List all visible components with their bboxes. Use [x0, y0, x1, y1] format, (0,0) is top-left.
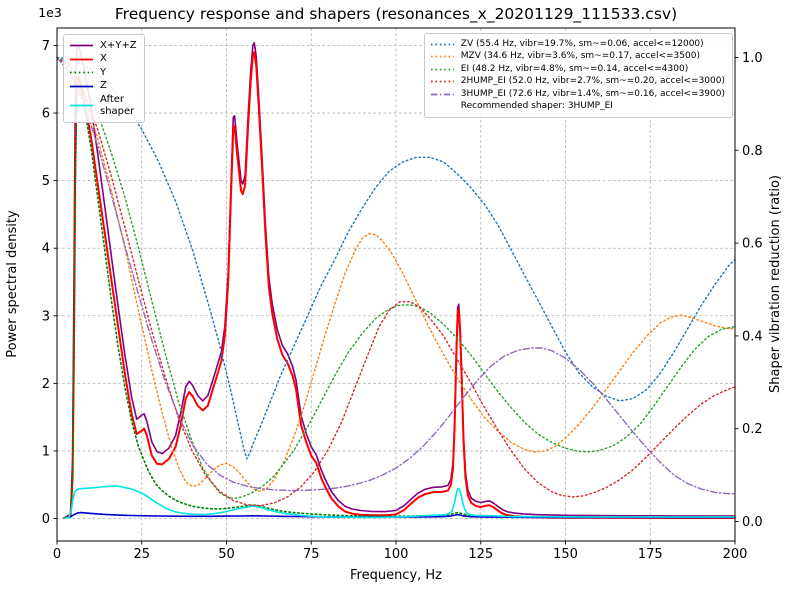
legend-item-ei: EI (48.2 Hz, vibr=4.8%, sm~=0.14, accel<…: [430, 64, 725, 75]
legend-line-sample: [70, 71, 93, 74]
legend-shapers: ZV (55.4 Hz, vibr=19.7%, sm~=0.06, accel…: [423, 33, 733, 118]
x-tick-label: 50: [218, 547, 235, 562]
series-z: [63, 511, 736, 519]
y-right-tick-label: 1.0: [742, 51, 763, 66]
tick-marks: [53, 45, 739, 545]
axis-offset-text: 1e3: [38, 5, 62, 20]
x-tick-label: 25: [133, 547, 150, 562]
y-left-tick-label: 2: [42, 377, 50, 392]
y-right-tick-label: 0.2: [742, 422, 763, 437]
legend-line-sample: [430, 80, 454, 83]
legend-label: X: [100, 53, 107, 64]
legend-line-sample: [430, 93, 454, 95]
legend-item-2hump-ei: 2HUMP_EI (52.0 Hz, vibr=2.7%, sm~=0.20, …: [430, 76, 725, 87]
legend-item-mzv: MZV (34.6 Hz, vibr=3.6%, sm~=0.17, accel…: [430, 51, 725, 62]
legend-label: EI (48.2 Hz, vibr=4.8%, sm~=0.14, accel<…: [460, 63, 689, 74]
legend-label: 3HUMP_EI (72.6 Hz, vibr=1.4%, sm~=0.16, …: [460, 88, 725, 99]
x-tick-label: 200: [723, 547, 748, 562]
legend-label: Y: [100, 66, 107, 78]
x-tick-label: 100: [384, 547, 409, 562]
legend-label: 2HUMP_EI (52.0 Hz, vibr=2.7%, sm~=0.20, …: [460, 76, 725, 87]
legend-item-zv: ZV (55.4 Hz, vibr=19.7%, sm~=0.06, accel…: [430, 39, 725, 50]
legend-item-after-shaper: After shaper: [69, 94, 137, 118]
legend-line-sample: [70, 85, 93, 87]
legend-sample-spacer: [430, 101, 455, 112]
legend-line-sample: [70, 58, 93, 60]
x-axis-label: Frequency, Hz: [350, 568, 442, 583]
y-left-tick-label: 1: [42, 444, 50, 459]
legend-label: Z: [100, 80, 107, 91]
tick-labels: 0 25 50 75 100 125 150 175 200 0 1 2 3 4 5 6 7 0.0 0.2 0.4 0…: [42, 39, 763, 562]
legend-line-sample: [430, 43, 454, 45]
y-right-tick-label: 0.8: [742, 144, 763, 159]
legend-line-sample: [430, 68, 454, 70]
y-right-tick-label: 0.4: [742, 329, 763, 344]
y-left-tick-label: 5: [42, 174, 50, 189]
x-tick-label: 0: [53, 547, 61, 562]
legend-item-3hump-ei: 3HUMP_EI (72.6 Hz, vibr=1.4%, sm~=0.16, …: [430, 89, 725, 100]
legend-item-x: X: [69, 53, 137, 65]
legend-label: MZV (34.6 Hz, vibr=3.6%, sm~=0.17, accel…: [460, 51, 700, 62]
y-left-tick-label: 4: [42, 242, 50, 257]
y-axis-label-left: Power spectral density: [5, 210, 20, 358]
x-tick-label: 175: [638, 547, 663, 562]
legend-item-z: Z: [69, 80, 137, 92]
series-zv: [56, 56, 736, 460]
x-tick-label: 125: [468, 547, 493, 562]
legend-item-y: Y: [69, 67, 137, 79]
series-x: [62, 51, 736, 520]
legend-line-sample: [70, 104, 93, 107]
legend-item-recommended: Recommended shaper: 3HUMP_EI: [430, 101, 725, 112]
chart-title: Frequency response and shapers (resonanc…: [115, 5, 677, 24]
legend-item-x-y-z: X+Y+Z: [69, 40, 137, 52]
series-after-shaper: [63, 485, 736, 520]
series-ei: [56, 56, 736, 499]
x-tick-label: 150: [553, 547, 578, 562]
legend-line-sample: [70, 44, 93, 47]
y-right-tick-label: 0.6: [742, 237, 763, 252]
legend-line-sample: [430, 55, 454, 58]
legend-label: ZV (55.4 Hz, vibr=19.7%, sm~=0.06, accel…: [460, 38, 704, 49]
legend-label: After shaper: [100, 93, 135, 117]
series-3hump-ei: [56, 56, 736, 495]
y-axis-label-right: Shaper vibration reduction (ratio): [768, 175, 783, 393]
y-right-tick-label: 0.0: [742, 515, 763, 530]
legend-label: X+Y+Z: [100, 39, 137, 51]
legend-label: Recommended shaper: 3HUMP_EI: [460, 101, 613, 112]
y-left-tick-label: 0: [42, 512, 50, 527]
series-mzv: [56, 56, 736, 492]
y-left-tick-label: 6: [42, 107, 50, 122]
y-left-tick-label: 3: [42, 309, 50, 324]
legend-psd: X+Y+Z X Y Z After shaper: [63, 34, 145, 123]
y-left-tick-label: 7: [42, 39, 50, 54]
x-tick-label: 75: [303, 547, 320, 562]
